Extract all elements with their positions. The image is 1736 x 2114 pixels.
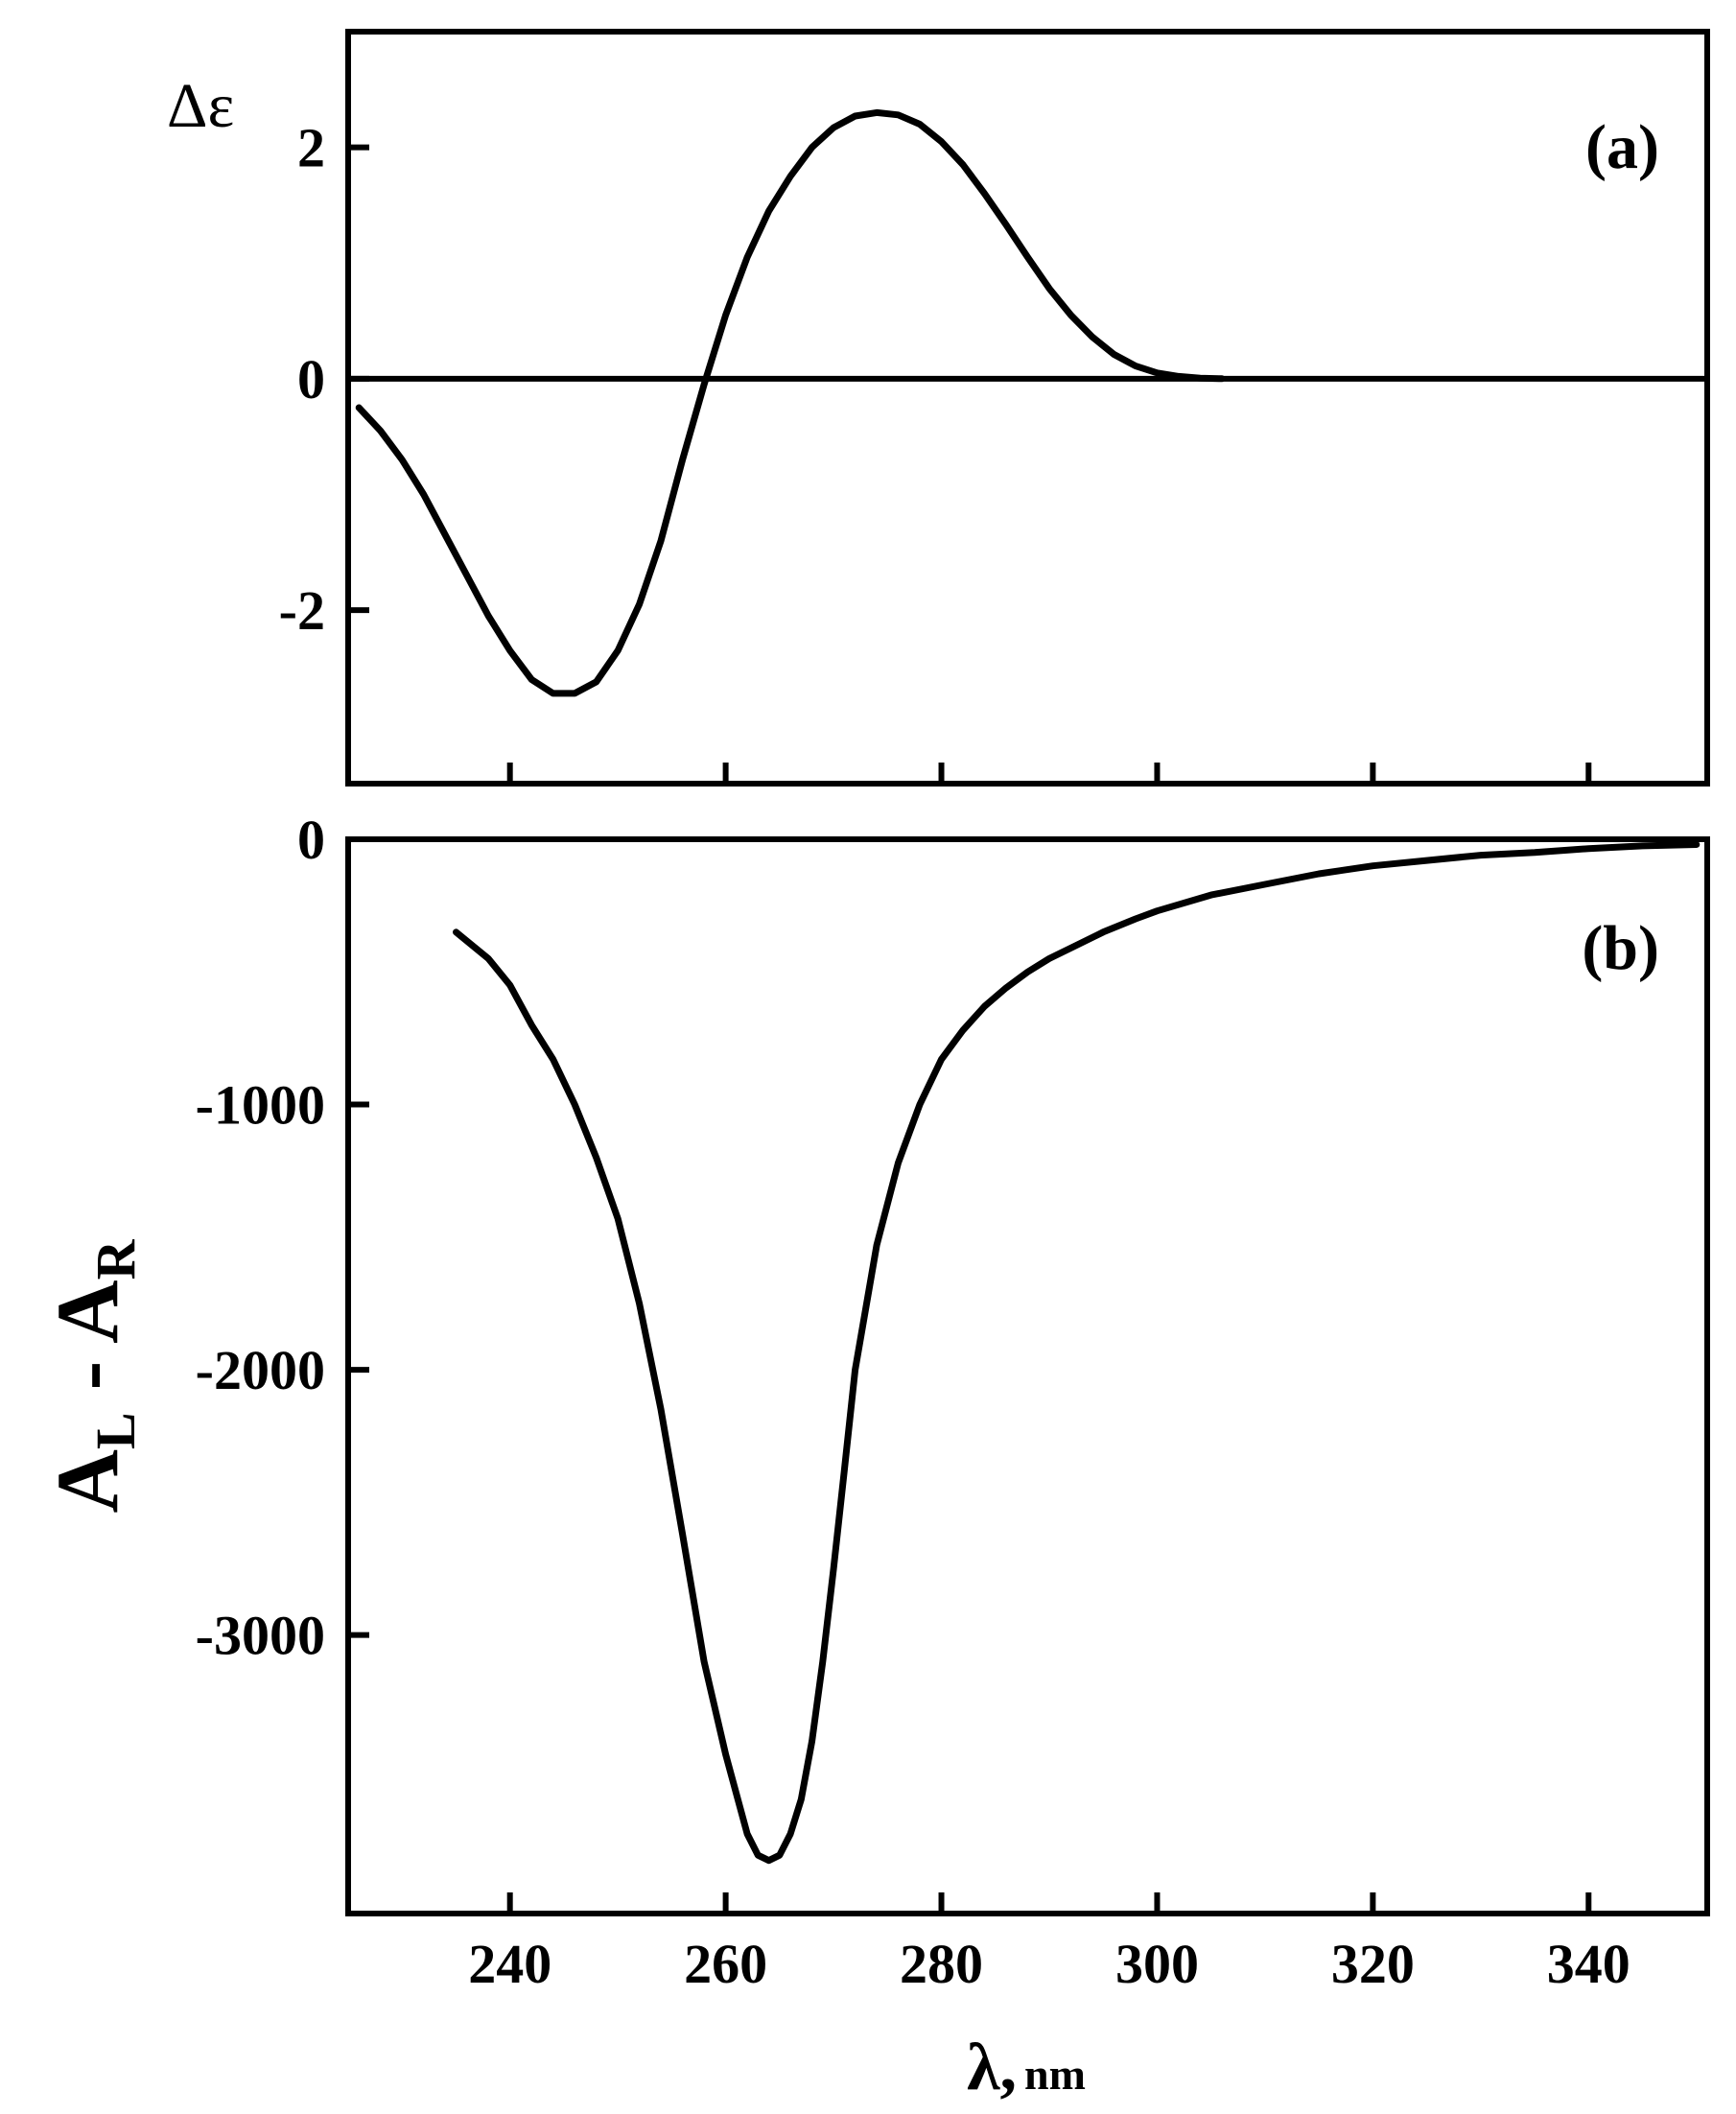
panel-a: 2 0 -2 Δε (a) (167, 29, 1710, 787)
panel-a-ytick-label: -2 (279, 579, 325, 642)
x-axis-label: λ, nm (967, 2031, 1086, 2104)
panel-b-y-ticks: 0 -1000 -2000 -3000 (196, 809, 369, 1667)
panel-b-x-ticks: 240 260 280 300 320 340 (468, 1892, 1630, 1995)
panel-b-series (453, 841, 1701, 1865)
panel-a-series (355, 108, 1226, 697)
panel-b-ytick-label: -1000 (196, 1074, 325, 1137)
x-label-unit: nm (1024, 2050, 1086, 2099)
panel-a-ytick-label: 2 (297, 117, 325, 179)
panel-b-xtick-label: 280 (900, 1933, 983, 1995)
panel-b-ytick-label: 0 (297, 809, 325, 871)
panel-b-y-axis-label: AL - AR (38, 1238, 147, 1513)
y-label-a1: A (38, 1449, 136, 1513)
panel-b: 0-1000-2000-3000 240 260 280 300 320 340 (b) … (38, 809, 1710, 2104)
panel-b-xtick-label: 320 (1331, 1933, 1415, 1995)
panel-a-y-ticks: 2 0 -2 (279, 117, 369, 642)
panel-b-xtick-label: 260 (684, 1933, 767, 1995)
panel-b-series-line-0 (453, 841, 1701, 1865)
panel-a-series-line-0 (355, 108, 1226, 697)
panel-a-frame (345, 29, 1710, 787)
panel-a-label: (a) (1585, 112, 1659, 182)
panel-b-xtick-label: 300 (1115, 1933, 1199, 1995)
y-label-sub-l: L (84, 1412, 147, 1449)
panel-a-y-axis-label: Δε (167, 71, 234, 141)
panel-b-label: (b) (1582, 913, 1659, 983)
panel-a-ytick-label: 0 (297, 348, 325, 411)
panel-b-xtick-label: 240 (468, 1933, 551, 1995)
panel-b-xtick-label: 340 (1547, 1933, 1630, 1995)
panel-b-ytick-label: -3000 (196, 1605, 325, 1667)
y-label-sep: - (38, 1344, 136, 1413)
panel-a-x-ticks (506, 763, 1592, 784)
panel-b-ytick-label: -2000 (196, 1339, 325, 1401)
y-label-a2: A (38, 1280, 136, 1343)
y-label-sub-r: R (84, 1238, 147, 1280)
panel-b-frame (345, 836, 1710, 1916)
x-label-symbol: λ, (967, 2031, 1017, 2104)
